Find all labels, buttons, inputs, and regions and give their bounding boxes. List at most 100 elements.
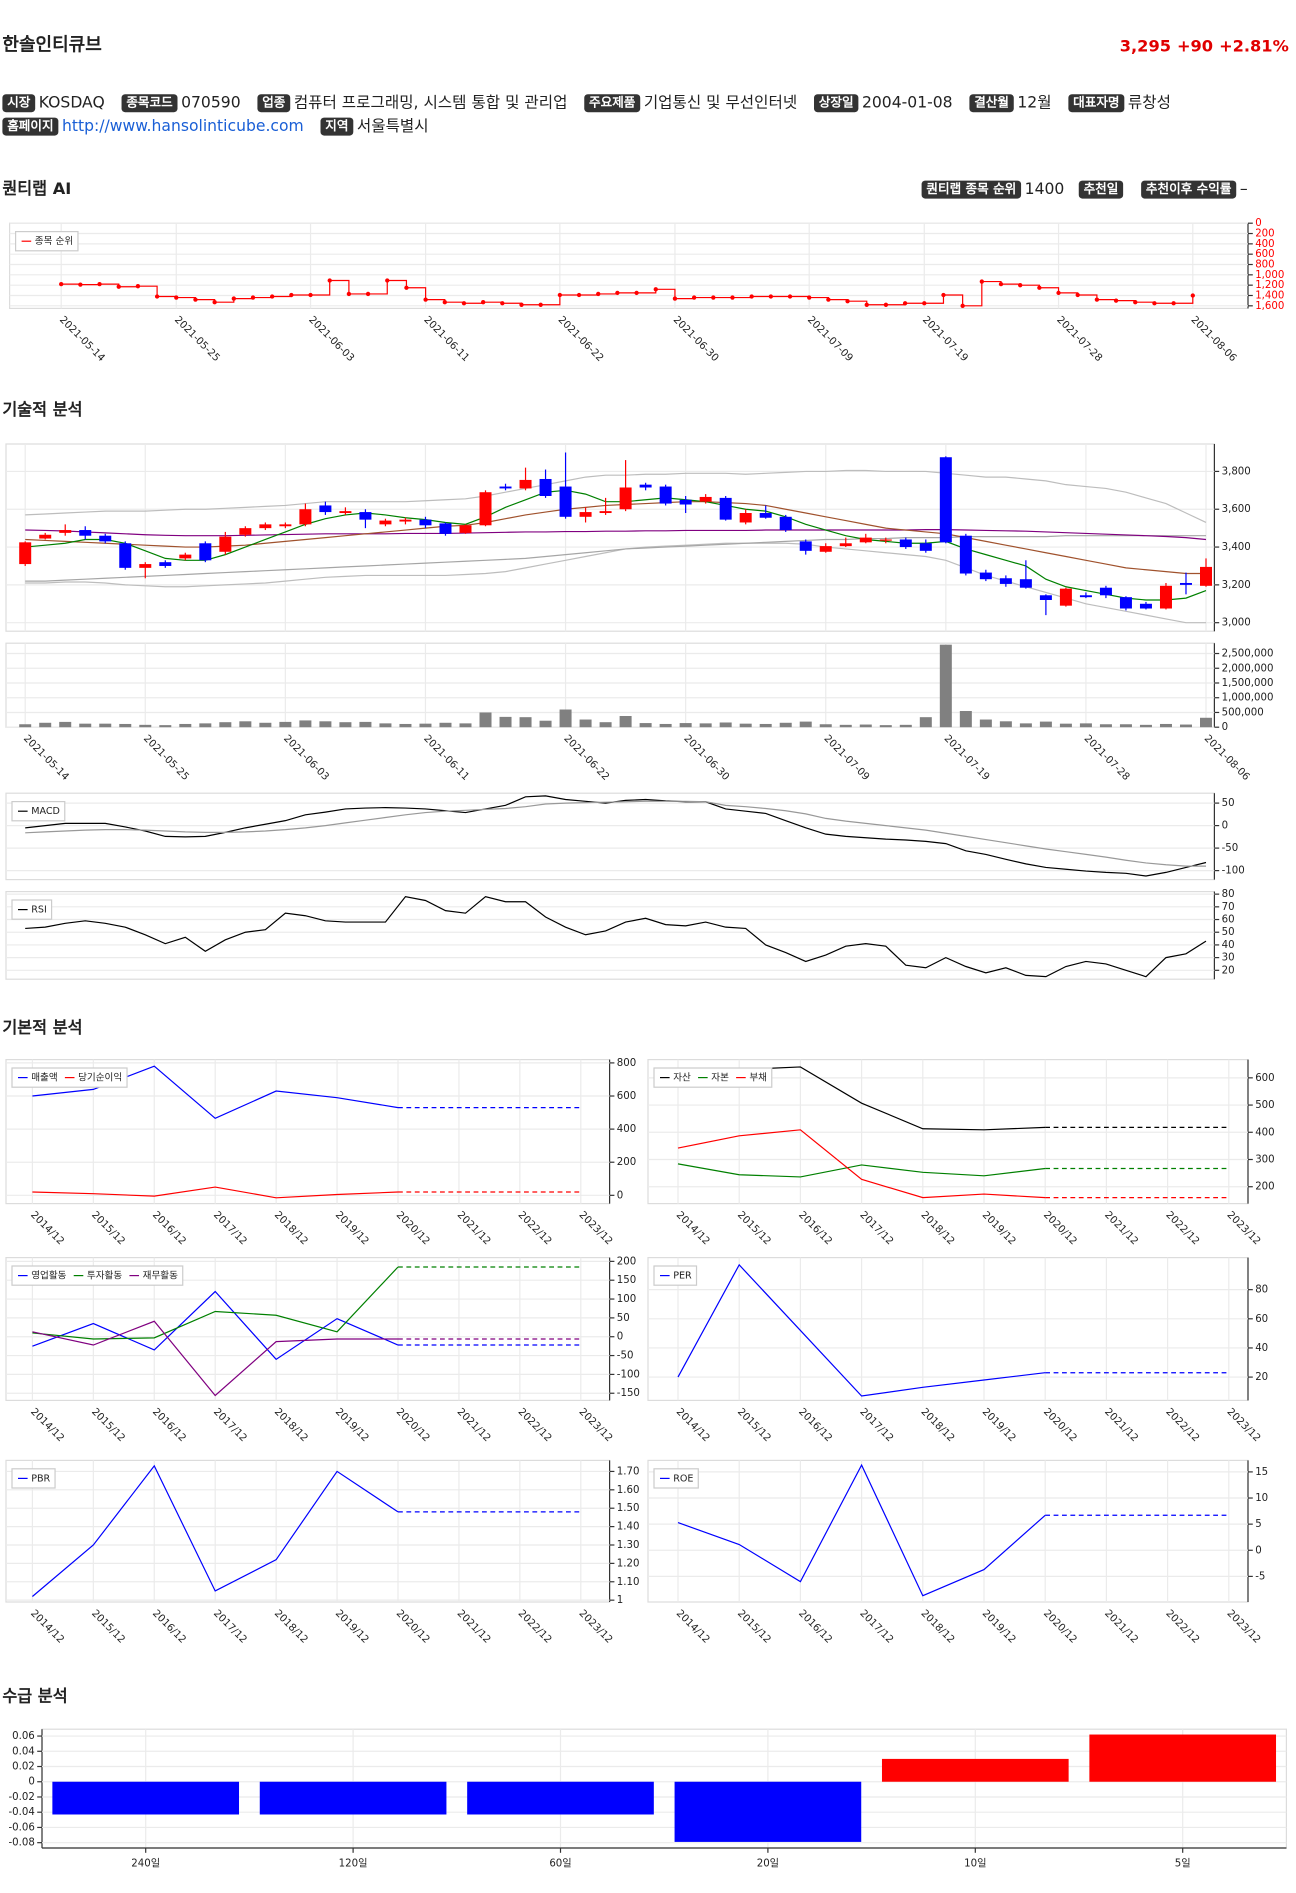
candle-body — [999, 578, 1012, 584]
candle-body — [1079, 595, 1092, 598]
candle-body — [439, 523, 452, 534]
y-tick-label: 200 — [1255, 229, 1274, 240]
volume-bar — [479, 712, 492, 728]
x-tick-label: 2016/12 — [150, 1608, 188, 1646]
marker — [883, 302, 889, 307]
y-tick-label: 600 — [1255, 249, 1274, 260]
x-tick-label: 2015/12 — [89, 1608, 127, 1646]
candle-body — [819, 546, 832, 552]
bar — [467, 1781, 654, 1815]
legend — [653, 1265, 698, 1286]
y-tick-label: 800 — [1255, 260, 1274, 271]
y-tick-label: 3,800 — [1222, 466, 1251, 477]
y-tick-label: 0.06 — [12, 1731, 35, 1742]
badge — [1068, 94, 1125, 113]
candle-body — [199, 543, 212, 561]
homepage-link[interactable]: http://www.hansolinticube.com — [62, 117, 304, 135]
info-value: KOSDAQ — [39, 94, 105, 112]
candle-body — [619, 487, 632, 510]
y-tick-label: 20 — [1222, 965, 1235, 976]
volume-bar — [999, 721, 1012, 728]
y-tick-label: 1.40 — [617, 1522, 640, 1533]
volume-bar — [1159, 723, 1172, 728]
y-tick-label: -0.02 — [8, 1792, 34, 1803]
y-tick-label: 0 — [617, 1190, 623, 1201]
volume-bar — [359, 721, 372, 728]
x-tick-label: 2021-07-09 — [805, 314, 855, 364]
info-value: 서울특별시 — [357, 117, 429, 135]
candle-body — [899, 539, 912, 548]
candle-body — [239, 528, 252, 535]
y-tick-label: 500,000 — [1222, 707, 1264, 718]
series-line — [32, 1266, 399, 1340]
marker — [730, 295, 735, 300]
volume-bar — [699, 723, 712, 728]
volume-bar — [199, 723, 212, 728]
candle-body — [399, 519, 412, 522]
legend-label: 자산 — [673, 1073, 691, 1084]
x-tick-label: 2023/12 — [577, 1406, 615, 1444]
marker — [768, 294, 774, 299]
info-value: 컴퓨터 프로그래밍, 시스템 통합 및 관리업 — [294, 94, 568, 112]
y-tick-label: 40 — [1222, 940, 1235, 951]
volume-bar — [539, 720, 552, 728]
volume-bar — [759, 723, 772, 728]
y-tick-label: 70 — [1222, 902, 1235, 913]
stock-name: 한솔인티큐브 — [2, 35, 101, 56]
series-line — [32, 1290, 399, 1361]
y-tick-label: 600 — [617, 1091, 636, 1102]
marker — [78, 282, 83, 287]
candle-body — [479, 492, 492, 526]
candle-body — [919, 543, 932, 551]
bar — [1089, 1734, 1277, 1782]
badge — [1141, 180, 1237, 199]
badge — [814, 94, 859, 113]
candle-body — [1179, 582, 1192, 585]
y-tick-label: 1.20 — [617, 1558, 640, 1569]
series-line — [25, 489, 1207, 601]
marker — [365, 291, 371, 297]
badge-label: 주요제품 — [589, 95, 636, 110]
y-tick-label: 0 — [1222, 722, 1228, 733]
volume-bar — [39, 722, 52, 728]
y-tick-label: 30 — [1222, 953, 1235, 964]
candle-body — [139, 564, 152, 568]
volume-bar — [219, 722, 232, 728]
x-tick-label: 2022/12 — [1163, 1608, 1201, 1646]
volume-bar — [19, 724, 32, 728]
plot-area — [5, 443, 1215, 632]
legend — [11, 1468, 56, 1489]
badge-label: 추천일 — [1084, 181, 1119, 196]
candle-body — [419, 519, 432, 526]
x-tick-label: 2017/12 — [211, 1406, 249, 1444]
marker — [596, 291, 601, 297]
y-tick-label: 200 — [617, 1157, 636, 1168]
marker — [672, 296, 678, 301]
x-tick-label: 2018/12 — [272, 1210, 310, 1248]
x-tick-label: 2018/12 — [919, 1406, 957, 1444]
y-tick-label: 1.70 — [617, 1466, 640, 1477]
volume-bar — [1039, 721, 1052, 728]
x-tick-label: 2021/12 — [1102, 1210, 1140, 1248]
x-tick-label: 2020/12 — [1041, 1210, 1079, 1248]
series-line — [25, 800, 1206, 867]
x-tick-label: 2021/12 — [455, 1406, 493, 1444]
section-title: 기본적 분석 — [2, 1018, 82, 1037]
candle-body — [19, 542, 32, 565]
marker — [941, 292, 946, 298]
x-tick-label: 2015/12 — [735, 1210, 773, 1248]
y-tick-label: 40 — [1255, 1343, 1268, 1354]
volume-bar — [839, 724, 852, 728]
volume-bar — [1079, 723, 1092, 728]
volume-bar — [259, 722, 272, 728]
legend-label: 영업활동 — [31, 1270, 66, 1282]
legend-label: PBR — [31, 1473, 50, 1484]
legend-label: PER — [673, 1271, 692, 1282]
y-tick-label: -50 — [617, 1351, 634, 1362]
volume-bar — [319, 721, 332, 728]
y-tick-label: 3,200 — [1222, 580, 1251, 591]
x-tick-label: 2023/12 — [1225, 1210, 1263, 1248]
candle-body — [939, 457, 952, 543]
marker — [1094, 297, 1100, 302]
y-tick-label: 800 — [617, 1058, 636, 1069]
